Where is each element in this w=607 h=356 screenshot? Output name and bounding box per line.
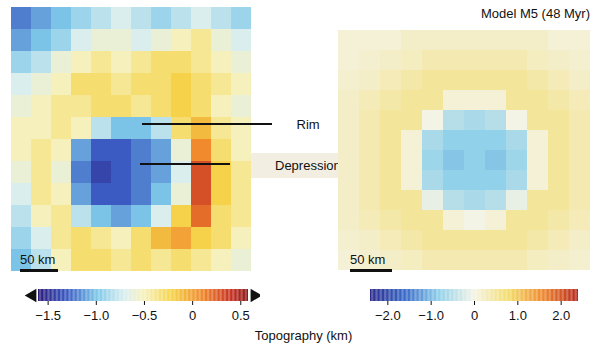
svg-text:1.0: 1.0 (509, 308, 527, 323)
html-text:Depression: Depression (275, 157, 341, 173)
svg-text:0: 0 (189, 308, 196, 323)
html-text:Rim: Rim (296, 116, 320, 132)
svg-text:−1.0: −1.0 (83, 308, 109, 323)
svg-text:0.5: 0.5 (232, 308, 250, 323)
svg-text:−2.0: −2.0 (375, 308, 401, 323)
svg-text:−1.5: −1.5 (35, 308, 61, 323)
svg-text:−1.0: −1.0 (418, 308, 444, 323)
html-text:50 km: 50 km (20, 252, 56, 267)
html-text:50 km: 50 km (350, 252, 386, 267)
svg-text:−0.5: −0.5 (132, 308, 158, 323)
svg-text:2.0: 2.0 (552, 308, 570, 323)
html-text:Topography (km): Topography (km) (254, 328, 353, 343)
svg-text:0: 0 (471, 308, 478, 323)
html-text:Model M5 (48 Myr): Model M5 (48 Myr) (480, 6, 590, 21)
